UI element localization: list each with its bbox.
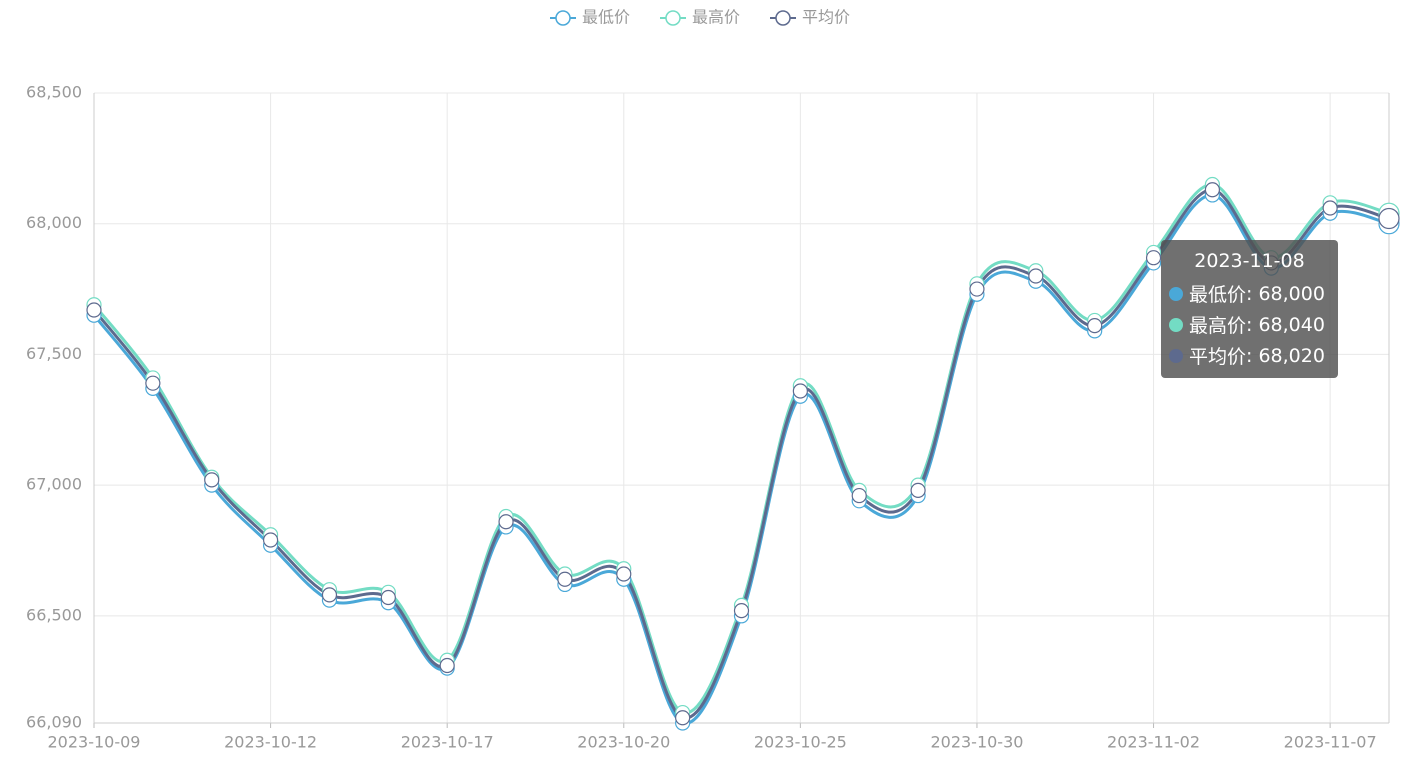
tooltip-series: 平均价: [1189, 346, 1247, 368]
legend-symbol: [555, 10, 571, 26]
point: [204, 472, 220, 488]
x-tick-label: 2023-10-25: [754, 733, 847, 752]
legend-symbol: [775, 10, 791, 26]
y-tick-label: 68,000: [26, 213, 82, 232]
x-tick-label: 2023-11-07: [1284, 733, 1377, 752]
point: [380, 589, 396, 606]
tooltip: 2023-11-08 最低价: 68,000 最高价: 68,040 平均价: 68…: [1161, 240, 1338, 378]
point: [145, 375, 161, 391]
point: [675, 710, 691, 726]
point: [851, 487, 867, 504]
point: [262, 532, 279, 548]
y-tick-label: 66,090: [26, 713, 82, 732]
point: [792, 383, 808, 399]
legend-label: 最低价: [582, 8, 630, 27]
tooltip-title: 2023-11-08: [1194, 250, 1305, 272]
y-tick-label: 66,500: [26, 605, 82, 624]
tooltip-dot: [1169, 348, 1183, 363]
tooltip-dot: [1169, 317, 1183, 332]
x-tick-label: 2023-11-02: [1107, 733, 1200, 752]
x-tick-label: 2023-10-12: [224, 733, 317, 752]
tooltip-dot: [1169, 286, 1183, 301]
point: [498, 514, 514, 530]
point: [557, 571, 573, 587]
tooltip-series: 最低价: [1189, 284, 1247, 306]
tooltip-row: 最低价: 68,000: [1167, 278, 1332, 309]
x-tick-label: 2023-10-30: [930, 733, 1023, 752]
y-tick-label: 67,000: [26, 475, 82, 494]
tooltip-value: 68,000: [1258, 282, 1325, 305]
point: [439, 657, 455, 674]
point: [910, 482, 926, 498]
tooltip-value: 68,040: [1258, 313, 1325, 336]
tooltip-series: 最高价: [1189, 315, 1247, 337]
point: [1087, 318, 1103, 334]
tooltip-row: 平均价: 68,020: [1167, 340, 1332, 371]
point: [616, 566, 632, 582]
point: [1204, 182, 1221, 198]
legend-label: 平均价: [802, 8, 850, 27]
tooltip-value: 68,020: [1258, 344, 1325, 367]
point: [1322, 200, 1338, 216]
y-tick-label: 68,500: [26, 83, 82, 102]
point: [733, 602, 750, 619]
y-tick-label: 67,500: [26, 344, 82, 363]
legend-label: 最高价: [692, 8, 740, 27]
tooltip-row: 最高价: 68,040: [1167, 309, 1332, 340]
point: [1028, 268, 1044, 284]
point: [1378, 207, 1400, 230]
point: [969, 281, 985, 297]
x-tick-label: 2023-10-09: [48, 733, 141, 752]
point: [1145, 250, 1162, 266]
point: [86, 302, 102, 318]
x-tick-label: 2023-10-20: [577, 733, 670, 752]
x-tick-label: 2023-10-17: [401, 733, 494, 752]
legend-symbol: [665, 10, 681, 26]
point: [321, 587, 338, 603]
